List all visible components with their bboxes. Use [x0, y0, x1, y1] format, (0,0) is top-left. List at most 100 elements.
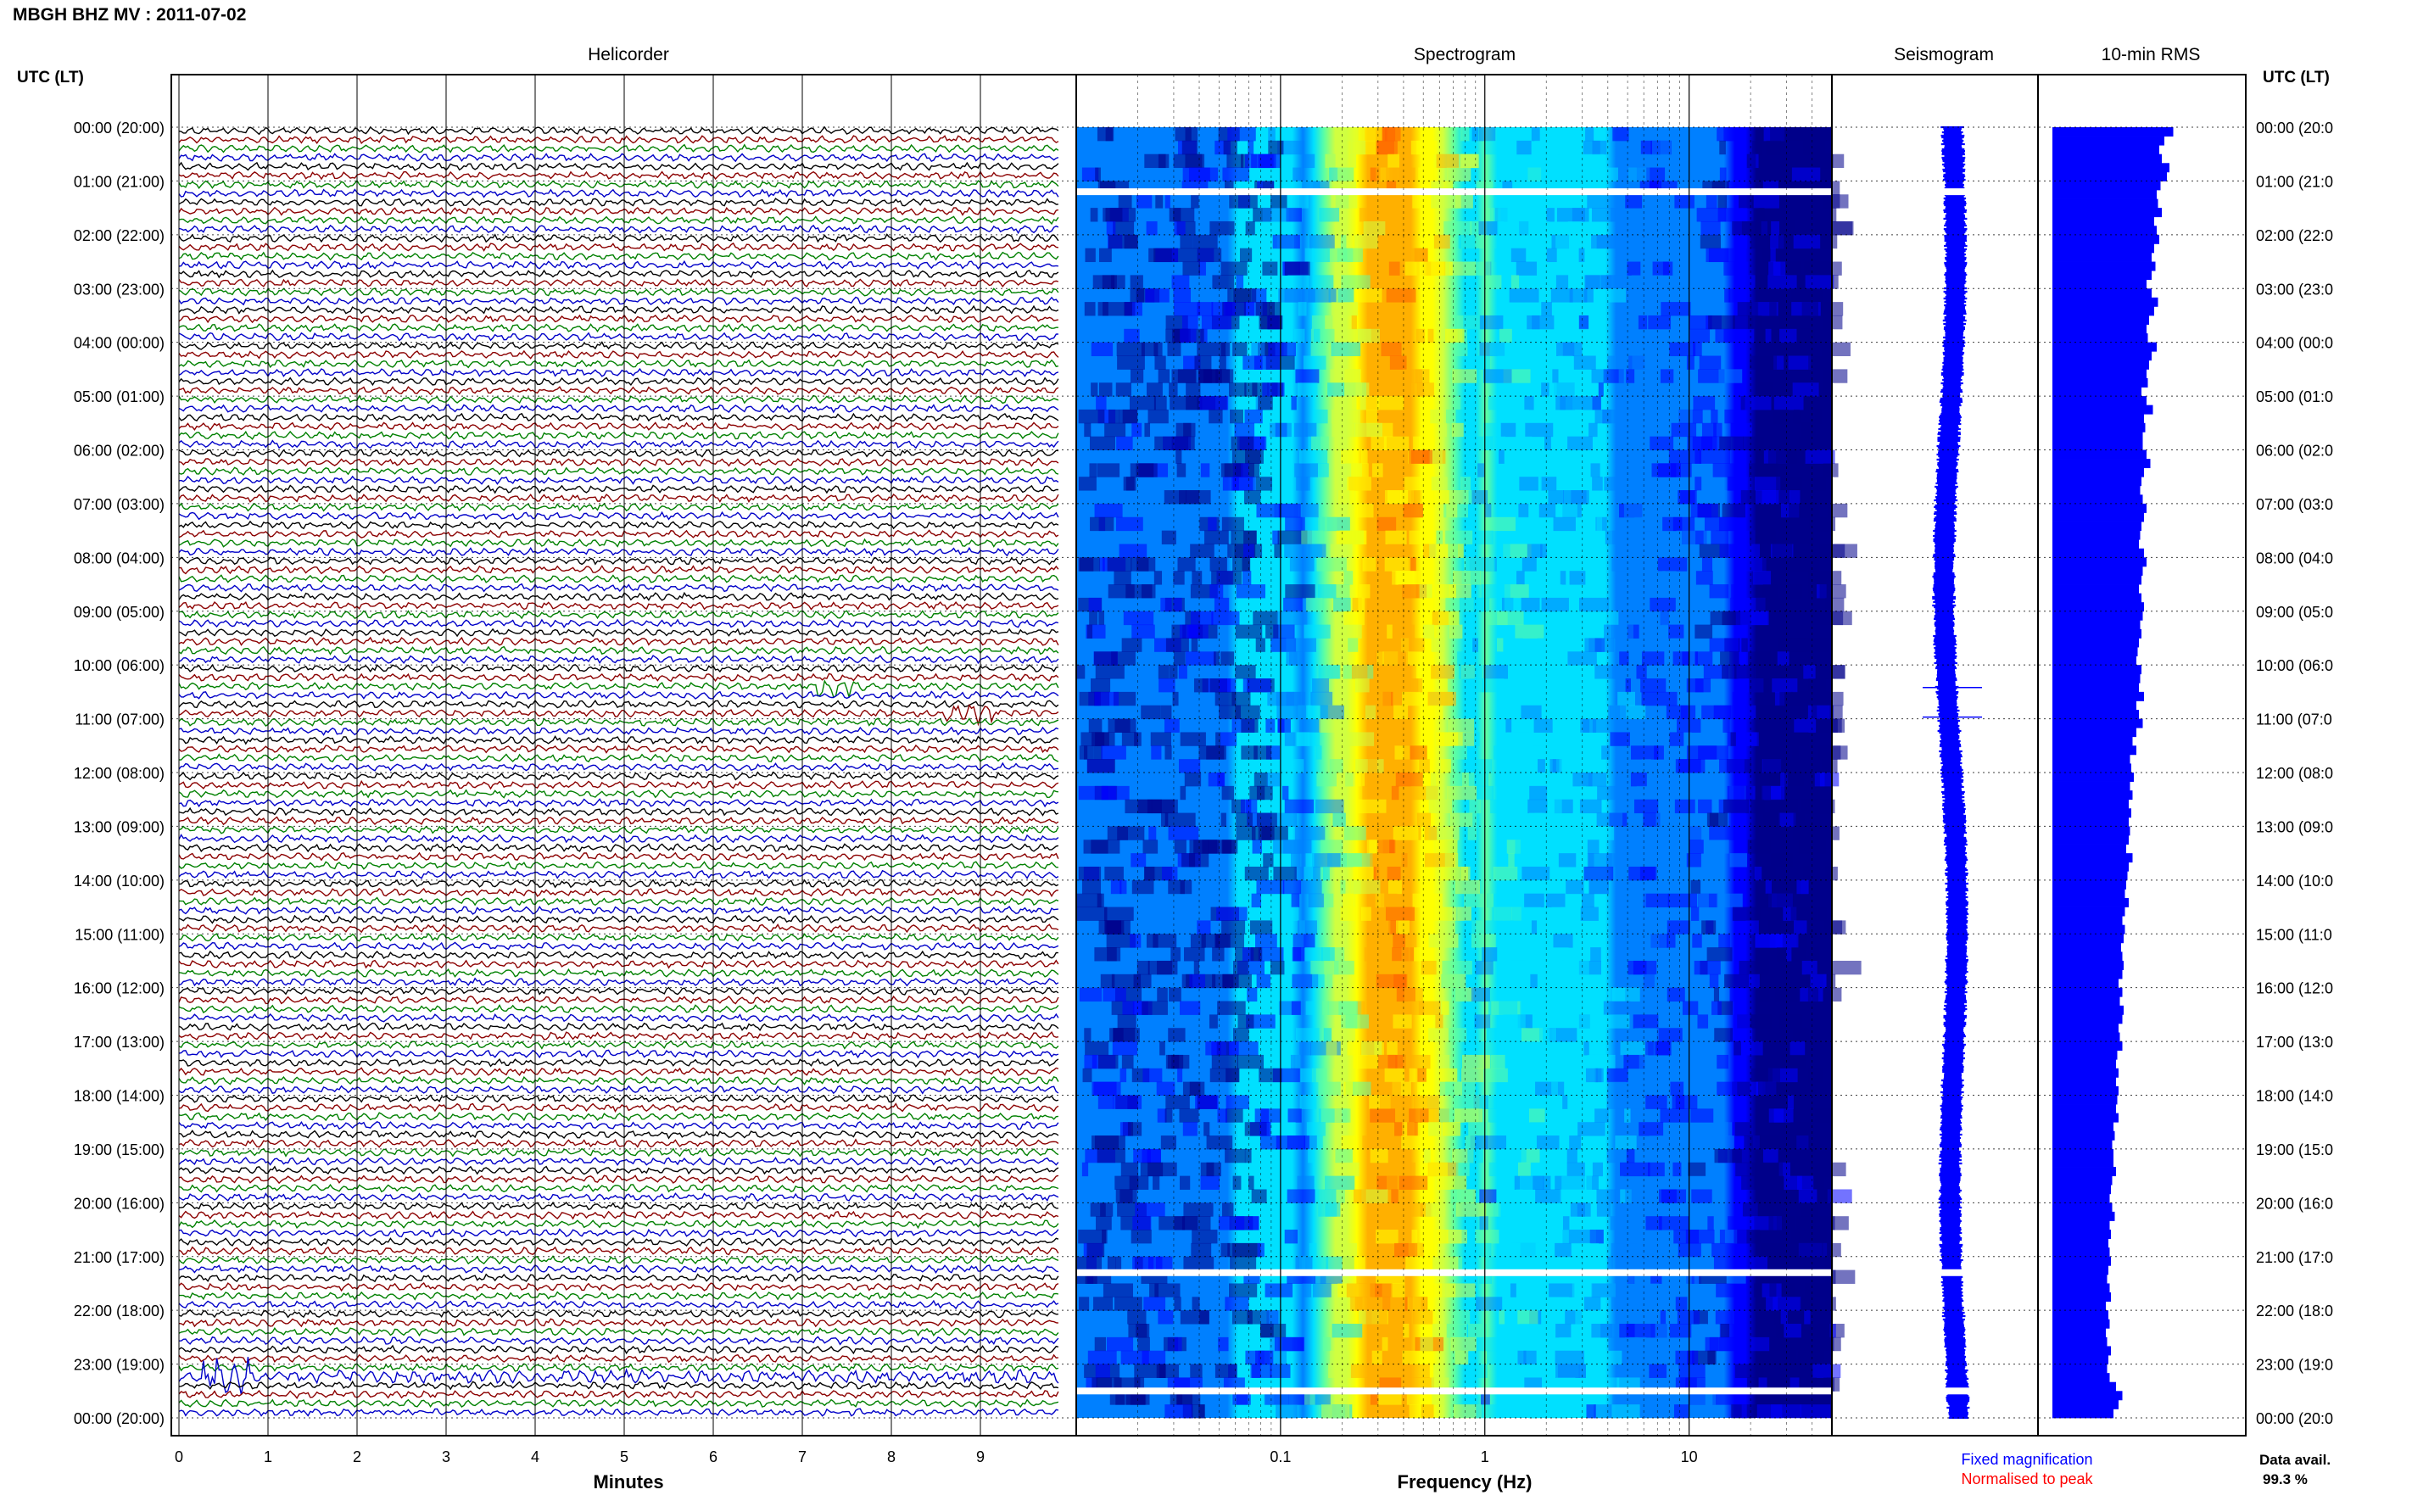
rms-bar — [2052, 387, 2141, 397]
spectrogram-cell — [1574, 409, 1584, 424]
spectrogram-cell — [1792, 745, 1799, 760]
spectrogram-cell — [1158, 369, 1170, 383]
spectrogram-cell — [1754, 1283, 1761, 1297]
spectrogram-cell — [1169, 665, 1178, 679]
helicorder-trace — [178, 1013, 1059, 1024]
spectrogram-cell — [1519, 1324, 1538, 1338]
rms-bar — [2052, 745, 2136, 756]
rms-bar — [2052, 584, 2139, 594]
spectrogram-cell — [1086, 624, 1093, 639]
spectrogram-cell — [1360, 773, 1379, 787]
rms-bar — [2052, 1292, 2111, 1302]
spectrogram-cell — [1154, 1283, 1181, 1297]
spectrogram-cell — [1320, 1269, 1326, 1284]
spectrogram-cell — [1442, 1001, 1449, 1015]
spectrogram-cell — [1295, 369, 1320, 383]
spectrogram-cell — [1739, 960, 1769, 975]
helicorder-trace — [178, 1057, 1059, 1068]
spectrogram-cell — [1466, 557, 1496, 572]
spectrogram-cell — [1211, 571, 1242, 585]
spectrogram-cell — [1583, 1041, 1589, 1056]
spectrogram-cell — [1097, 1054, 1119, 1069]
spectrogram-cell — [1119, 544, 1147, 558]
helicorder-trace — [178, 179, 1059, 189]
spectrogram-cell — [1808, 571, 1817, 585]
spectrogram-cell — [1677, 261, 1697, 276]
spectrogram-cell — [1268, 127, 1276, 142]
hour-tick-label-left: 00:00 (20:00) — [74, 120, 165, 137]
spectrogram-cell — [1698, 369, 1725, 383]
spectrogram-cell — [1469, 678, 1487, 693]
spectrogram-cell — [1645, 1095, 1667, 1109]
spectrogram-cell — [1796, 879, 1809, 895]
helicorder-trace — [178, 493, 1059, 503]
spectrogram-cell — [1724, 974, 1750, 989]
spectrogram-cell — [1634, 571, 1641, 585]
spectrogram-cell — [1517, 1350, 1527, 1365]
spectrogram-cell — [1494, 194, 1503, 209]
spectrogram-cell — [1588, 422, 1598, 438]
spectrogram-cell — [1541, 773, 1568, 787]
spectrogram-cell — [1634, 853, 1648, 868]
spectrogram-cell — [1234, 907, 1248, 921]
spectrogram-cell — [1304, 1391, 1315, 1405]
rms-bar — [2052, 145, 2159, 155]
spectrogram-cell — [1519, 1391, 1547, 1405]
helicorder-trace — [178, 475, 1059, 485]
rms-bar — [2052, 1202, 2113, 1213]
spectrogram-cell — [1419, 759, 1430, 773]
spectrogram-cell — [1828, 503, 1848, 518]
spectrogram-cell — [1759, 987, 1769, 1002]
spectrogram-cell — [1470, 530, 1494, 544]
spectrogram-cell — [1603, 1001, 1631, 1015]
helicorder-trace — [178, 556, 1059, 566]
spectrogram-cell — [1201, 315, 1231, 330]
spectrogram-cell — [1282, 879, 1302, 895]
spectrogram-cell — [1793, 812, 1805, 827]
minute-tick-label: 3 — [442, 1448, 450, 1465]
spectrogram-cell — [1650, 477, 1657, 491]
spectrogram-cell — [1745, 705, 1756, 720]
spectrogram-cell — [1695, 571, 1713, 585]
spectrogram-cell — [1773, 1297, 1801, 1311]
minute-tick-label: 7 — [798, 1448, 807, 1465]
spectrogram-cell — [1800, 1364, 1817, 1378]
spectrogram-cell — [1591, 1324, 1613, 1338]
rms-bar — [2052, 1346, 2111, 1356]
spectrogram-cell — [1504, 584, 1529, 599]
spectrogram-cell — [1600, 1350, 1622, 1365]
spectrogram-cell — [1197, 302, 1214, 316]
spectrogram-cell — [1431, 665, 1454, 679]
spectrogram-cell — [1709, 1336, 1719, 1352]
spectrogram-cell — [1416, 812, 1432, 827]
spectrogram-cell — [1818, 571, 1829, 585]
spectrogram-cell — [1467, 826, 1477, 840]
spectrogram-cell — [1180, 1310, 1209, 1325]
spectrogram-cell — [1189, 974, 1206, 989]
hour-tick-label-right: 09:00 (05:0 — [2256, 604, 2333, 621]
spectrogram-cell — [1319, 208, 1340, 222]
seismogram-gap — [1927, 1387, 1978, 1395]
helicorder-trace — [178, 1255, 1059, 1265]
spectrogram-cell — [1078, 477, 1097, 491]
spectrogram-cell — [1474, 436, 1494, 450]
spectrogram-cell — [1153, 934, 1177, 948]
spectrogram-cell — [1153, 396, 1167, 410]
helicorder-trace — [178, 816, 1059, 826]
spectrogram-cell — [1168, 826, 1199, 840]
helicorder-trace — [178, 143, 1059, 153]
spectrogram-cell — [1371, 436, 1387, 450]
spectrogram-cell — [1709, 638, 1739, 652]
spectrogram-cell — [1127, 1122, 1134, 1136]
rms-bar — [2052, 566, 2143, 576]
spectrogram-cell — [1791, 691, 1823, 706]
spectrogram-cell — [1555, 275, 1569, 289]
spectrogram-cell — [1094, 1336, 1106, 1352]
spectrogram-cell — [1663, 355, 1671, 370]
spectrogram-cell — [1214, 934, 1244, 948]
spectrogram-cell — [1206, 1162, 1221, 1177]
spectrogram-cell — [1766, 1297, 1778, 1311]
spectrogram-cell — [1551, 1081, 1558, 1096]
spectrogram-cell — [1446, 409, 1456, 424]
spectrogram-cell — [1697, 490, 1728, 505]
